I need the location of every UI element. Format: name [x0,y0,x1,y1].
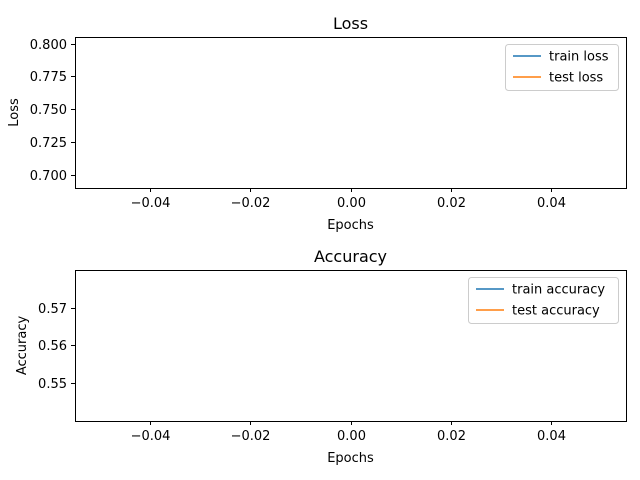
accuracy-y-tick-label: 0.55 [38,377,67,392]
accuracy-x-tick-label: −0.02 [231,429,271,444]
accuracy-chart-title: Accuracy [314,247,387,266]
loss-y-tick-label: 0.800 [30,38,67,53]
loss-legend: train loss test loss [505,44,619,91]
accuracy-subplot: Accuracy −0.04 −0.02 0.00 0.02 0.04 0.55 0.56 0.… [15,247,627,466]
accuracy-legend-label-test-accuracy: test accuracy [512,304,600,319]
loss-subplot: Loss −0.04 −0.02 0.00 0.02 0.04 0.700 0.725 0.75… [7,14,627,233]
loss-chart-title: Loss [333,14,368,33]
loss-y-tick-label: 0.775 [30,70,67,85]
loss-legend-label-train-loss: train loss [549,50,609,65]
accuracy-x-tick-label: 0.02 [437,429,466,444]
loss-x-tick-label: 0.02 [437,196,466,211]
loss-legend-label-test-loss: test loss [549,71,603,86]
loss-y-tick-label: 0.700 [30,169,67,184]
accuracy-legend-box [468,277,619,324]
accuracy-y-tick-label: 0.57 [38,302,67,317]
accuracy-x-tick-label: 0.04 [537,429,566,444]
accuracy-x-tick-label: −0.04 [131,429,171,444]
accuracy-y-axis-label: Accuracy [15,316,30,376]
accuracy-legend-label-train-accuracy: train accuracy [512,283,605,298]
accuracy-legend: train accuracy test accuracy [468,277,619,324]
accuracy-y-tick-label: 0.56 [38,339,67,354]
loss-x-tick-label: −0.02 [231,196,271,211]
loss-x-tick-label: 0.00 [337,196,366,211]
loss-y-tick-label: 0.725 [30,136,67,151]
loss-x-tick-label: 0.04 [537,196,566,211]
accuracy-x-axis-label: Epochs [327,451,374,466]
loss-y-axis-label: Loss [7,98,22,127]
loss-y-tick-label: 0.750 [30,103,67,118]
accuracy-x-tick-label: 0.00 [337,429,366,444]
loss-x-tick-label: −0.04 [131,196,171,211]
loss-x-axis-label: Epochs [327,218,374,233]
